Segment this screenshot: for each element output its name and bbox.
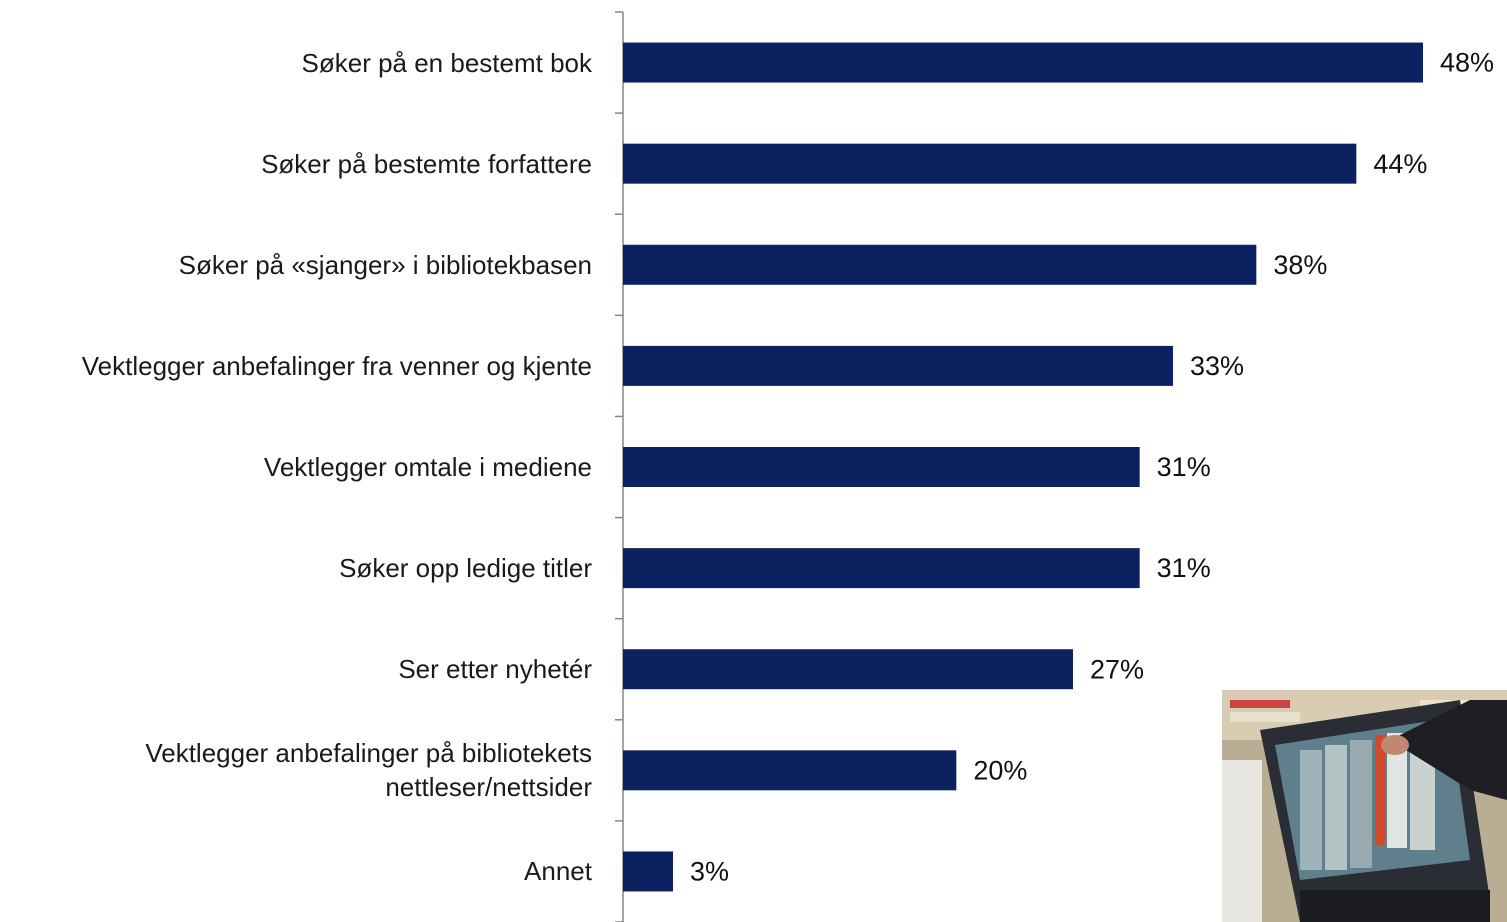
- category-label: Vektlegger anbefalinger på bibliotekets …: [0, 736, 592, 804]
- value-label: 31%: [1157, 452, 1211, 482]
- value-label: 33%: [1190, 351, 1244, 381]
- value-label: 38%: [1273, 250, 1327, 280]
- bar: [623, 43, 1423, 83]
- category-label: Søker opp ledige titler: [0, 551, 592, 585]
- category-label: Annet: [0, 854, 592, 888]
- bar: [623, 447, 1140, 487]
- value-label: 3%: [690, 857, 729, 887]
- category-label: Søker på en bestemt bok: [0, 46, 592, 80]
- value-label: 27%: [1090, 654, 1144, 684]
- category-label: Søker på bestemte forfattere: [0, 147, 592, 181]
- bar: [623, 144, 1356, 184]
- bar: [623, 750, 956, 790]
- bar: [623, 851, 673, 891]
- value-label: 20%: [973, 755, 1027, 785]
- bar: [623, 346, 1173, 386]
- chart: 48% 44% 38% 33% 31% 31% 27% 20% 3% Søker på en b…: [0, 0, 1507, 922]
- bar: [623, 649, 1073, 689]
- category-label: Vektlegger omtale i mediene: [0, 450, 592, 484]
- category-label: Søker på «sjanger» i bibliotekbasen: [0, 248, 592, 282]
- bar: [623, 548, 1140, 588]
- photo: [1222, 690, 1507, 922]
- category-label: Vektlegger anbefalinger fra venner og kj…: [0, 349, 592, 383]
- value-label: 31%: [1157, 553, 1211, 583]
- bar: [623, 245, 1256, 285]
- value-label: 48%: [1440, 48, 1494, 78]
- value-label: 44%: [1373, 149, 1427, 179]
- category-label: Ser etter nyhetér: [0, 652, 592, 686]
